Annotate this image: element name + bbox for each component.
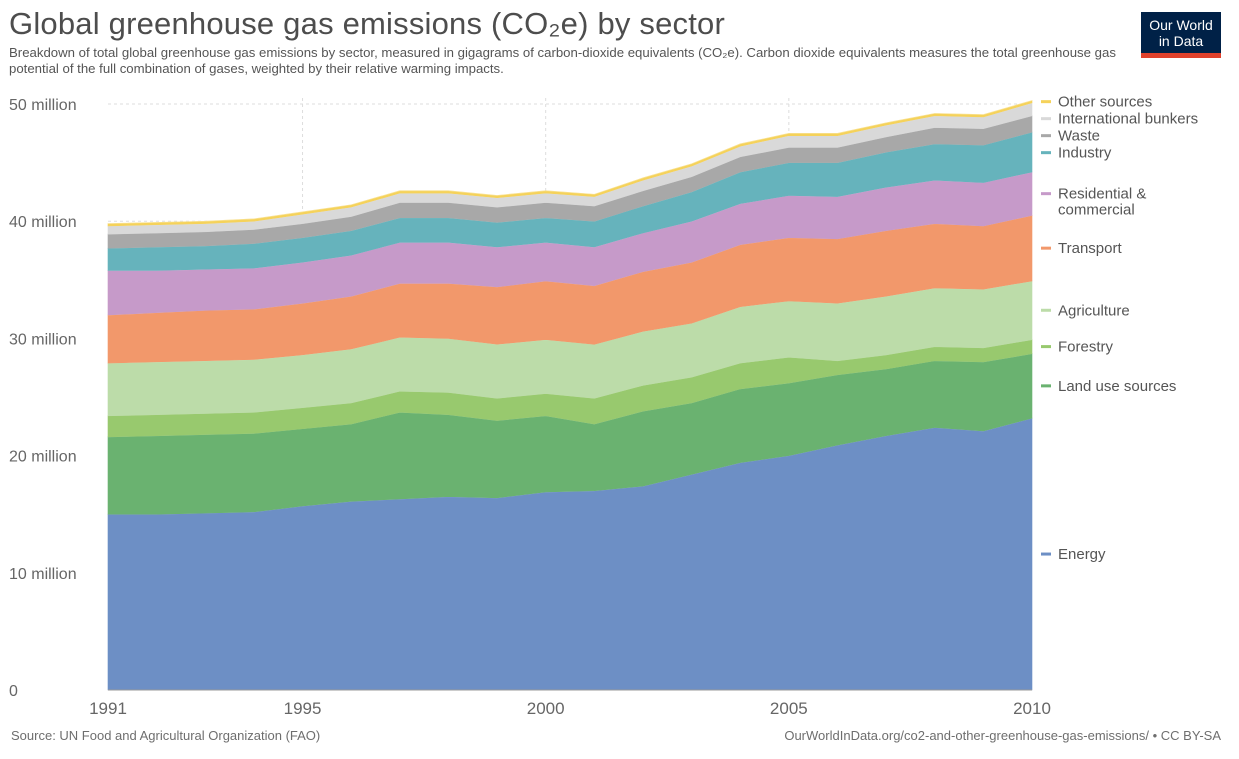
axes: 0 10 million 20 million 30 million 40 millio… <box>9 97 1051 718</box>
legend-label: International bunkers <box>1058 111 1198 128</box>
legend-item-residential-commercial[interactable]: Residential &commercial <box>1041 186 1146 219</box>
area-series-group <box>107 100 1033 691</box>
chart-subtitle: Breakdown of total global greenhouse gas… <box>9 45 1116 76</box>
legend-label: Residential & <box>1058 186 1146 203</box>
y-tick-label: 0 <box>9 683 18 700</box>
legend-item-industry[interactable]: Industry <box>1041 145 1112 162</box>
legend-label: Transport <box>1058 240 1122 257</box>
legend-label: commercial <box>1058 202 1135 219</box>
source-link[interactable]: OurWorldInData.org/co2-and-other-greenho… <box>784 728 1221 743</box>
y-tick-label: 20 million <box>9 449 77 466</box>
y-tick-label: 40 million <box>9 214 77 231</box>
logo-accent-bar <box>1141 53 1221 58</box>
legend-item-other-sources[interactable]: Other sources <box>1041 94 1152 111</box>
x-tick-label: 2000 <box>527 699 565 718</box>
source-note: Source: UN Food and Agricultural Organiz… <box>11 728 321 743</box>
legend-item-energy[interactable]: Energy <box>1041 546 1106 563</box>
y-tick-label: 10 million <box>9 566 77 583</box>
chart-title: Global greenhouse gas emissions (CO₂e) b… <box>9 6 726 41</box>
legend-label: Other sources <box>1058 94 1152 111</box>
x-tick-label: 1995 <box>284 699 322 718</box>
legend-label: Energy <box>1058 546 1106 563</box>
legend-item-waste[interactable]: Waste <box>1041 128 1100 145</box>
legend-item-land-use-sources[interactable]: Land use sources <box>1041 378 1176 395</box>
area-other-sources[interactable] <box>107 100 1033 227</box>
owid-logo[interactable]: Our World in Data <box>1141 12 1221 58</box>
legend-item-agriculture[interactable]: Agriculture <box>1041 302 1130 319</box>
legend-label: Land use sources <box>1058 378 1176 395</box>
x-tick-label: 1991 <box>89 699 127 718</box>
legend-item-forestry[interactable]: Forestry <box>1041 339 1114 356</box>
legend-label: Waste <box>1058 128 1100 145</box>
legend-item-transport[interactable]: Transport <box>1041 240 1122 257</box>
x-tick-label: 2005 <box>770 699 808 718</box>
y-tick-label: 30 million <box>9 331 77 348</box>
area-boundary <box>107 100 1033 224</box>
x-tick-label: 2010 <box>1013 699 1051 718</box>
legend-label: Agriculture <box>1058 302 1130 319</box>
y-tick-label: 50 million <box>9 97 77 114</box>
legend-label: Forestry <box>1058 339 1114 356</box>
legend-label: Industry <box>1058 145 1112 162</box>
logo-line2: in Data <box>1158 33 1204 49</box>
legend-item-international-bunkers[interactable]: International bunkers <box>1041 111 1198 128</box>
logo-line1: Our World <box>1149 17 1213 33</box>
